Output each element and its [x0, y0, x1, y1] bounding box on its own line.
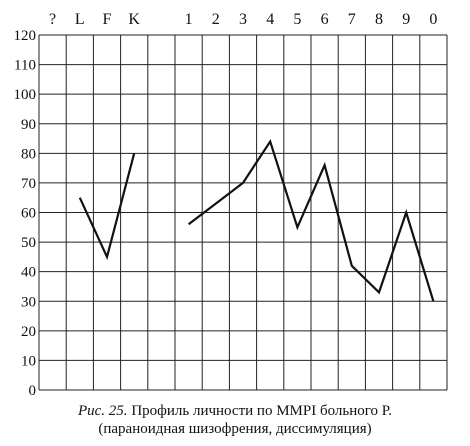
- x-tick-label: F: [103, 11, 112, 28]
- y-tick-label: 0: [29, 383, 37, 399]
- x-tick-label: 9: [402, 11, 410, 28]
- y-tick-label: 80: [21, 146, 36, 162]
- x-tick-label: 5: [293, 11, 301, 28]
- y-tick-label: 60: [21, 206, 36, 222]
- x-tick-label: 4: [266, 11, 274, 28]
- x-tick-label: 8: [375, 11, 383, 28]
- x-tick-label: 7: [348, 11, 356, 28]
- figure-caption: Рис. 25. Профиль личности по MMPI больно…: [0, 402, 470, 420]
- x-axis-tick-labels: ? L F K 1 2 3 4 5 6 7 8 9 0: [49, 11, 437, 28]
- profile-series-line: [78, 153, 136, 261]
- x-tick-label: K: [128, 11, 140, 28]
- x-tick-label: 1: [185, 11, 193, 28]
- y-tick-label: 100: [14, 87, 37, 103]
- x-tick-label: ?: [49, 11, 56, 28]
- x-tick-label: 2: [212, 11, 220, 28]
- y-tick-label: 40: [21, 265, 36, 281]
- y-axis-tick-labels: 0 10 20 30 40 50 60 70 80 90 100 110 120: [14, 28, 37, 399]
- figure-caption-label: Рис. 25.: [77, 403, 128, 419]
- x-tick-label: L: [75, 11, 85, 28]
- y-tick-label: 120: [14, 28, 37, 44]
- figure-caption-subtitle: (параноидная шизофрения, диссимуляция): [98, 421, 372, 437]
- profile-series-line: [187, 138, 435, 302]
- y-tick-label: 10: [21, 353, 36, 369]
- y-tick-label: 50: [21, 235, 36, 251]
- y-tick-label: 90: [21, 117, 36, 133]
- chart-grid: [38, 34, 448, 391]
- figure-caption-title: Профиль личности по MMPI больного Р.: [131, 403, 392, 419]
- profile-lines: [78, 138, 435, 302]
- y-tick-label: 110: [14, 58, 36, 74]
- y-tick-label: 30: [21, 294, 36, 310]
- x-tick-label: 3: [239, 11, 247, 28]
- x-tick-label: 0: [429, 11, 437, 28]
- y-tick-label: 20: [21, 324, 36, 340]
- y-tick-label: 70: [21, 176, 36, 192]
- x-tick-label: 6: [321, 11, 329, 28]
